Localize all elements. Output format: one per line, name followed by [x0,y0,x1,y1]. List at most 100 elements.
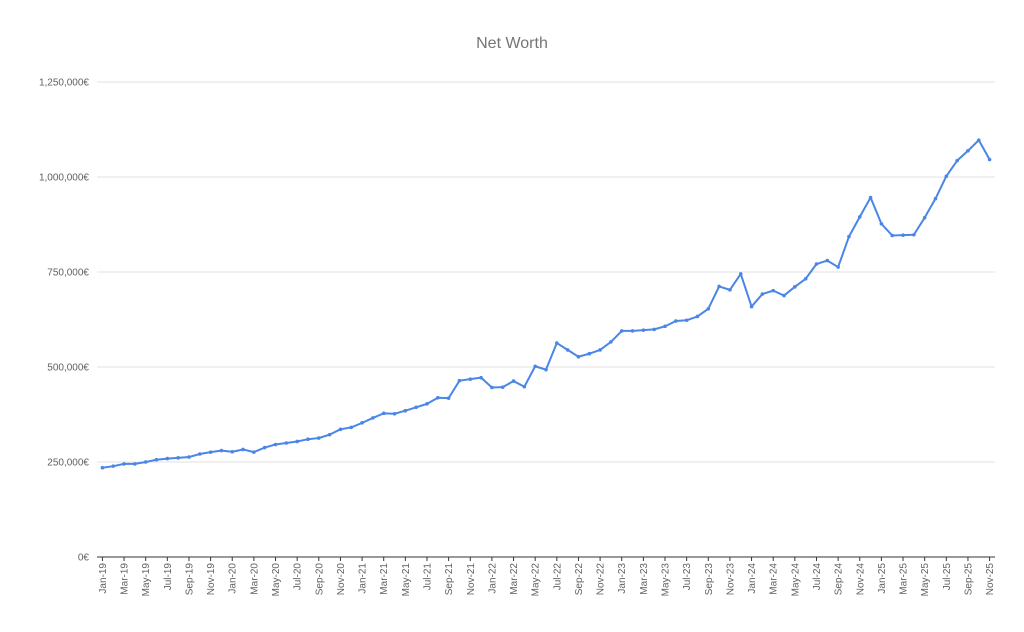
x-tick-label: May-20 [271,563,282,597]
data-point [847,234,851,239]
x-tick-label: Jul-23 [682,563,693,591]
x-tick-label: Mar-19 [120,563,131,595]
y-tick-label: 0€ [78,553,90,564]
data-point [414,405,418,410]
x-tick-label: May-23 [661,563,672,597]
gridlines [97,81,995,558]
x-tick-label: Mar-20 [249,563,260,595]
data-point [360,421,364,425]
data-point [273,442,278,447]
data-point [381,411,386,416]
data-point [436,395,440,400]
data-point [641,328,646,332]
x-tick-label: May-19 [141,563,152,597]
data-point [760,292,765,296]
data-point [533,364,537,369]
x-tick-label: Sep-21 [444,563,455,596]
data-point [316,436,321,440]
data-point [576,354,581,359]
data-point [349,425,354,430]
data-point [133,462,137,466]
x-tick-label: Sep-22 [574,563,585,596]
data-point [371,416,375,420]
y-axis-tick-labels: 0€ 250,000€ 500,000€ 750,000€ 1,000,000€ 1,25… [39,78,89,564]
data-point [609,340,613,344]
data-point [468,377,473,381]
y-tick-label: 1,000,000€ [39,173,89,184]
data-point [165,456,170,461]
data-point [403,408,408,413]
y-tick-label: 250,000€ [47,458,89,469]
chart-title: Net Worth [476,35,548,52]
data-point [674,319,678,323]
data-point [901,233,905,237]
data-point [425,402,429,406]
data-point [241,447,245,452]
data-point [154,457,159,462]
data-point [522,384,527,389]
data-point [879,221,884,226]
x-tick-label: May-22 [531,563,542,597]
data-point [738,272,743,276]
data-point [208,450,213,454]
data-point [868,195,873,200]
data-point [252,450,256,454]
data-point [749,304,754,309]
x-tick-label: Nov-22 [596,563,607,596]
x-tick-label: Jan-23 [617,563,628,594]
data-point [284,441,289,445]
series-line-net-worth [101,139,991,469]
data-point [544,367,548,372]
data-point [619,329,624,333]
data-point [663,324,667,329]
data-point [706,307,711,311]
data-point [630,329,635,333]
data-point [446,396,451,400]
data-point [187,455,191,459]
x-tick-label: Mar-21 [379,563,390,595]
x-tick-label: Jan-21 [358,563,369,594]
data-point [695,314,700,319]
x-tick-label: Mar-24 [769,563,780,595]
data-point [392,411,397,416]
x-tick-label: Jul-25 [942,563,953,591]
x-tick-label: Sep-24 [834,563,845,596]
data-point [176,456,180,460]
x-tick-label: Mar-25 [899,563,910,595]
data-point [219,448,224,453]
data-point [306,437,310,442]
x-tick-label: Mar-23 [639,563,650,595]
data-point [327,432,332,437]
data-point [836,265,840,269]
data-point [684,318,689,323]
data-point [479,375,483,380]
data-point [922,215,927,220]
data-point [111,464,116,468]
data-point [857,215,862,219]
x-tick-label: Sep-23 [704,563,715,596]
data-point [143,460,148,464]
y-tick-label: 1,250,000€ [39,78,89,89]
x-tick-label: Nov-23 [725,563,736,596]
data-point [728,288,732,292]
data-point [230,449,235,454]
data-point [944,174,949,179]
series-net-worth [100,138,992,470]
x-tick-label: Jul-22 [552,563,563,591]
data-point [100,465,105,470]
data-point [338,427,343,432]
data-point [771,288,776,293]
x-tick-label: May-24 [790,563,801,597]
data-point [500,385,505,389]
data-point [490,385,494,390]
x-tick-label: Jul-19 [163,563,174,591]
data-point [987,157,992,162]
x-tick-label: Jan-20 [228,563,239,594]
y-tick-label: 500,000€ [47,363,89,374]
x-tick-label: Jan-19 [98,563,109,594]
data-point [457,378,462,383]
x-tick-label: May-21 [401,563,412,597]
data-point [122,462,126,466]
data-point [717,284,721,289]
x-tick-label: Jan-24 [747,563,758,594]
